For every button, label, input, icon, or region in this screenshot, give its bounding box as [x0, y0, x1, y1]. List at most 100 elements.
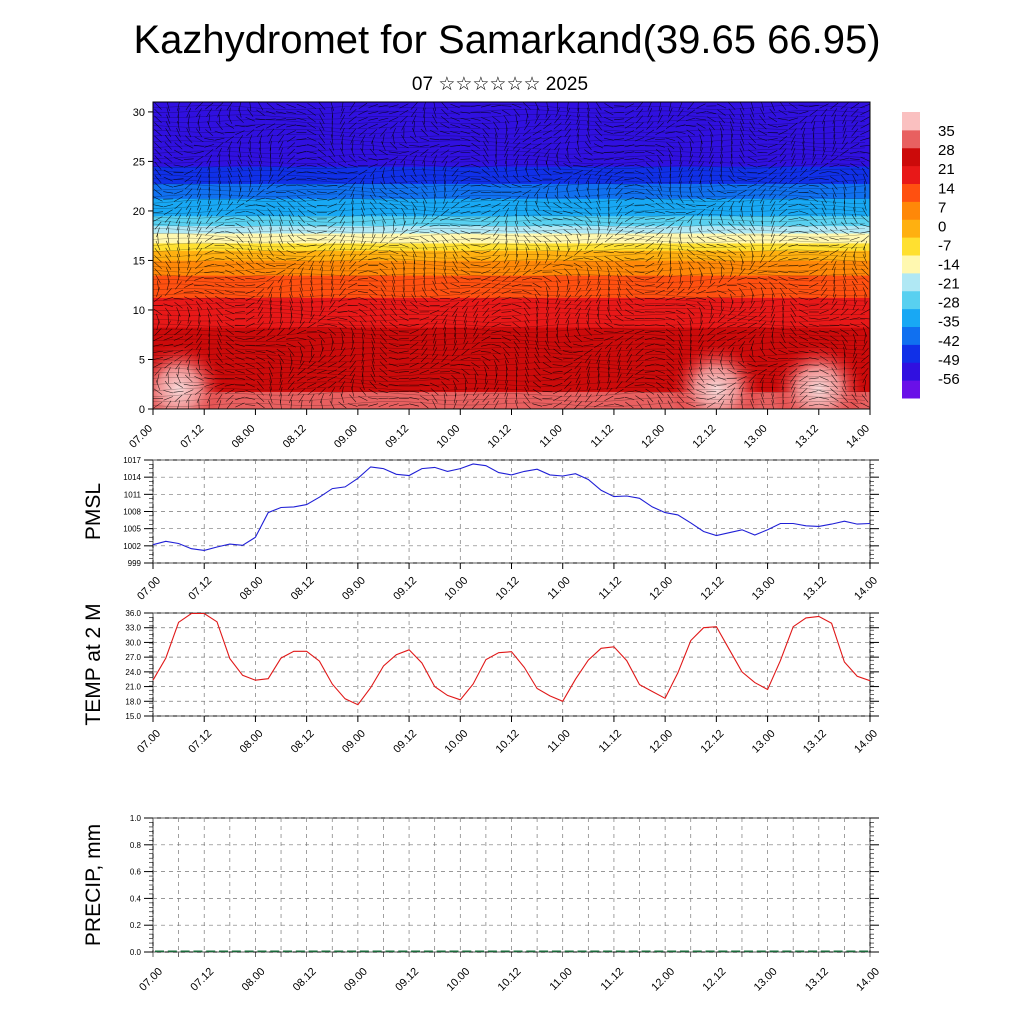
wind-vector [351, 227, 355, 238]
temperature-band [153, 195, 870, 199]
wind-vector [791, 147, 796, 158]
wind-vector [829, 395, 839, 402]
wind-vector [757, 176, 768, 182]
wind-vector [340, 340, 344, 351]
wind-vector [175, 360, 182, 370]
wind-vector [593, 151, 604, 154]
temperature-band [153, 393, 870, 397]
wind-vector [665, 322, 675, 328]
wind-vector [677, 141, 684, 151]
wind-vector [587, 107, 590, 118]
wind-vector [349, 394, 357, 403]
wind-vector [480, 351, 491, 353]
wind-vector [392, 134, 395, 145]
wind-vector [864, 187, 866, 198]
wind-vector [617, 353, 621, 364]
wind-vector [727, 243, 737, 248]
wind-vector [379, 321, 387, 330]
temperature-band [153, 364, 870, 368]
wind-vector [470, 191, 481, 194]
wind-vector [378, 158, 389, 161]
wind-vector [757, 277, 768, 281]
wind-vector [616, 267, 623, 277]
wind-vector [851, 168, 859, 177]
wind-vector [603, 157, 614, 161]
wind-vector [278, 234, 283, 244]
wind-vector [716, 389, 727, 395]
wind-vector [306, 158, 317, 161]
wind-vector [370, 214, 376, 224]
wind-vector [760, 333, 765, 344]
precip-bar [782, 950, 792, 952]
wind-vector [808, 104, 819, 108]
wind-vector [481, 257, 491, 261]
wind-vector [668, 234, 672, 244]
wind-vector [709, 181, 714, 191]
wind-vector [452, 347, 459, 357]
wind-vector [306, 244, 317, 247]
wind-vector [819, 183, 829, 189]
wind-vector [246, 262, 255, 269]
wind-vector [798, 343, 809, 348]
wind-vector [245, 369, 255, 375]
temperature-band [153, 341, 870, 345]
wind-vector [388, 377, 399, 380]
wind-vector [545, 107, 550, 118]
wind-vector [297, 236, 306, 242]
wind-vector [729, 201, 735, 211]
wind-vector [480, 104, 491, 108]
wind-vector [747, 322, 757, 328]
wind-vector [808, 330, 819, 334]
wind-vector [340, 147, 345, 158]
wind-vector [524, 167, 529, 178]
wind-vector [157, 280, 159, 291]
wind-vector [564, 234, 571, 244]
wind-vector [296, 256, 307, 262]
wind-vector [420, 128, 429, 137]
wind-vector [512, 328, 521, 336]
wind-vector [174, 355, 183, 362]
wind-vector [224, 303, 235, 308]
wind-vector [563, 175, 572, 183]
wind-vector [533, 188, 541, 197]
wind-vector [676, 135, 685, 143]
wind-vector [491, 343, 502, 347]
wind-vector [432, 154, 438, 164]
wind-vector [864, 247, 866, 258]
wind-vector [799, 329, 808, 335]
wind-vector [789, 301, 797, 310]
isotherm-contour [153, 237, 866, 244]
wind-vector [768, 169, 777, 176]
wind-vector [432, 347, 438, 357]
colorbar-label: 7 [938, 199, 946, 216]
wind-vector [576, 240, 580, 251]
wind-vector [535, 253, 539, 264]
wind-vector [502, 268, 511, 276]
wind-vector [371, 367, 376, 377]
wind-vector [493, 394, 500, 403]
wind-vector [779, 222, 787, 230]
wind-vector [409, 403, 420, 407]
precip-bar [846, 950, 856, 952]
isotherm-contour [153, 193, 866, 199]
wind-vector [279, 360, 283, 371]
wind-vector [535, 300, 539, 311]
wind-vector [861, 281, 869, 290]
colorbar-label: -7 [938, 237, 951, 254]
wind-vector [470, 250, 481, 254]
wind-vector [442, 161, 448, 171]
colorbar-segment [902, 344, 920, 363]
wind-vector [450, 283, 460, 288]
wind-vector [758, 122, 767, 130]
precip-bar [718, 950, 728, 952]
precip-bar [167, 950, 177, 952]
wind-vector [740, 400, 744, 409]
wind-vector [246, 129, 255, 137]
wind-vector [573, 210, 583, 215]
wind-vector [327, 197, 337, 201]
wind-vector [605, 261, 613, 270]
wind-vector [288, 207, 295, 217]
wind-vector [368, 104, 378, 108]
wind-vector [153, 343, 163, 347]
wind-vector [450, 110, 460, 115]
